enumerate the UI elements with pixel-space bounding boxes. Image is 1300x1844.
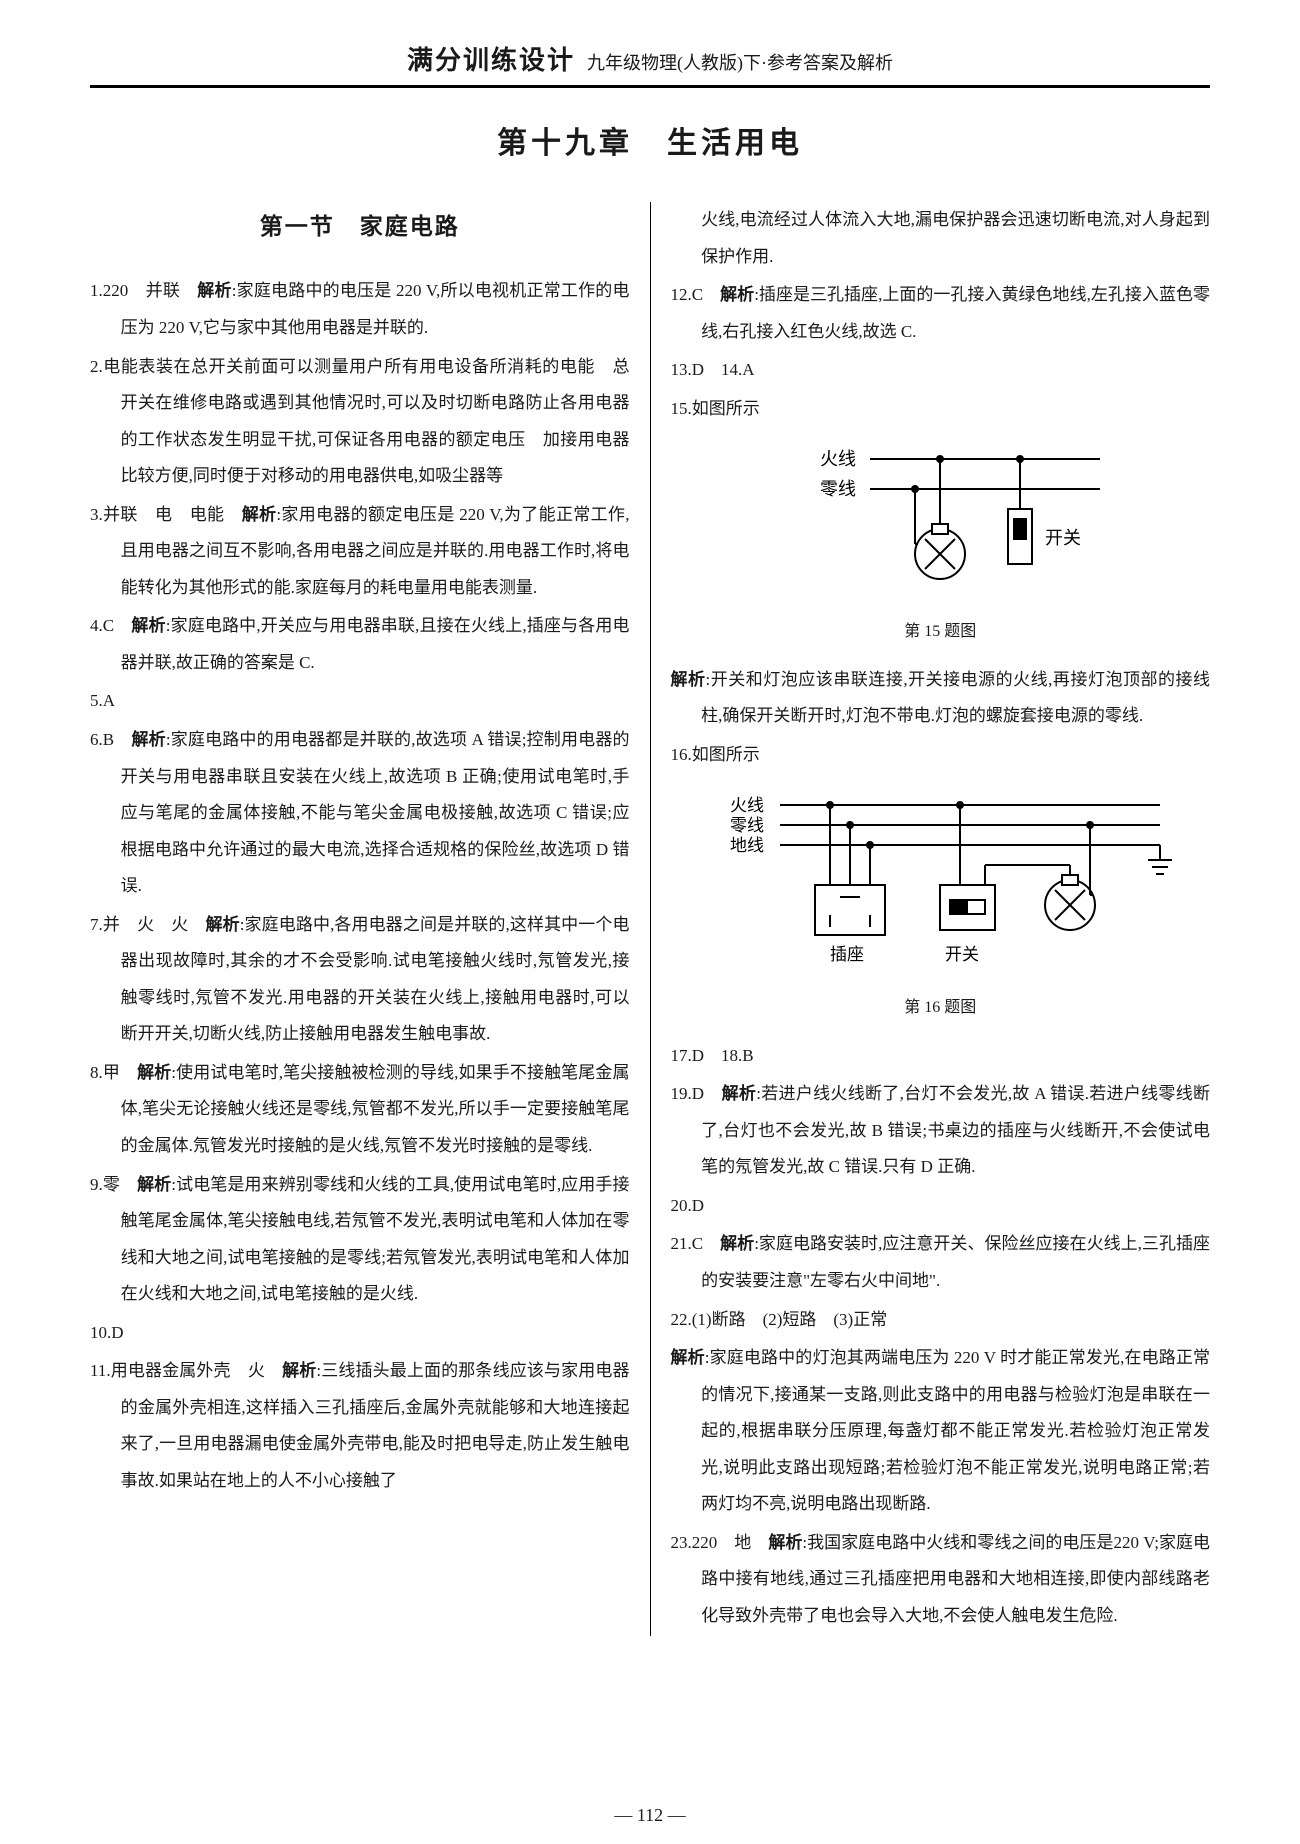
fig16-earth-label: 地线: [730, 836, 764, 855]
answer-entry: 15.如图所示: [671, 391, 1211, 428]
answer-entry: 9.零 解析:试电笔是用来辨别零线和火线的工具,使用试电笔时,应用手接触笔尾金属…: [90, 1167, 630, 1313]
answer-entry: 16.如图所示: [671, 737, 1211, 774]
figure-15-caption: 第 15 题图: [671, 615, 1211, 649]
answer-entry: 3.并联 电 电能 解析:家用电器的额定电压是 220 V,为了能正常工作,且用…: [90, 497, 630, 607]
figure-15: 火线 零线 开关 第 15 题图: [671, 439, 1211, 649]
figure-16-caption: 第 16 题图: [671, 991, 1211, 1025]
answer-entry: 13.D 14.A: [671, 352, 1211, 389]
fig16-fire-label: 火线: [730, 796, 764, 815]
fig15-neutral-label: 零线: [820, 479, 856, 499]
answer-entry: 23.220 地 解析:我国家庭电路中火线和零线之间的电压是220 V;家庭电路…: [671, 1525, 1211, 1635]
answer-entry: 11.用电器金属外壳 火 解析:三线插头最上面的那条线应该与家用电器的金属外壳相…: [90, 1353, 630, 1499]
chapter-title: 第十九章 生活用电: [90, 118, 1210, 162]
answer-entry: 12.C 解析:插座是三孔插座,上面的一孔接入黄绿色地线,左孔接入蓝色零线,右孔…: [671, 277, 1211, 350]
left-body: 1.220 并联 解析:家庭电路中的电压是 220 V,所以电视机正常工作的电压…: [90, 273, 630, 1499]
left-column: 第一节 家庭电路 1.220 并联 解析:家庭电路中的电压是 220 V,所以电…: [90, 202, 651, 1636]
fig15-switch-label: 开关: [1045, 528, 1081, 548]
answer-entry: 22.(1)断路 (2)短路 (3)正常: [671, 1302, 1211, 1339]
figure-16: 火线 零线 地线 插座 开关 第 16 题图: [671, 785, 1211, 1025]
answer-entry: 2.电能表装在总开关前面可以测量用户所有用电设备所消耗的电能 总开关在维修电路或…: [90, 349, 630, 495]
fig16-socket-label: 插座: [830, 945, 864, 964]
answer-entry: 10.D: [90, 1315, 630, 1352]
right-body-top: 火线,电流经过人体流入大地,漏电保护器会迅速切断电流,对人身起到保护作用.12.…: [671, 202, 1211, 427]
answer-entry: 4.C 解析:家庭电路中,开关应与用电器串联,且接在火线上,插座与各用电器并联,…: [90, 608, 630, 681]
answer-entry: 6.B 解析:家庭电路中的用电器都是并联的,故选项 A 错误;控制用电器的开关与…: [90, 722, 630, 905]
answer-entry: 火线,电流经过人体流入大地,漏电保护器会迅速切断电流,对人身起到保护作用.: [671, 202, 1211, 275]
right-body-mid: 解析:开关和灯泡应该串联连接,开关接电源的火线,再接灯泡顶部的接线柱,确保开关断…: [671, 662, 1211, 774]
figure-15-svg: 火线 零线 开关: [671, 439, 1211, 609]
page-header: 满分训练设计 九年级物理(人教版)下·参考答案及解析: [90, 40, 1210, 88]
right-column: 火线,电流经过人体流入大地,漏电保护器会迅速切断电流,对人身起到保护作用.12.…: [651, 202, 1211, 1636]
answer-entry: 21.C 解析:家庭电路安装时,应注意开关、保险丝应接在火线上,三孔插座的安装要…: [671, 1226, 1211, 1299]
page-number: — 112 —: [0, 1805, 1300, 1826]
two-column-layout: 第一节 家庭电路 1.220 并联 解析:家庭电路中的电压是 220 V,所以电…: [90, 202, 1210, 1636]
figure-16-svg: 火线 零线 地线 插座 开关: [671, 785, 1211, 985]
answer-entry: 5.A: [90, 683, 630, 720]
fig15-fire-label: 火线: [820, 449, 856, 469]
answer-entry: 解析:家庭电路中的灯泡其两端电压为 220 V 时才能正常发光,在电路正常的情况…: [671, 1340, 1211, 1523]
fig16-switch-label: 开关: [945, 945, 979, 964]
right-body-bottom: 17.D 18.B19.D 解析:若进户线火线断了,台灯不会发光,故 A 错误.…: [671, 1038, 1211, 1635]
header-title: 满分训练设计: [407, 46, 575, 75]
answer-entry: 解析:开关和灯泡应该串联连接,开关接电源的火线,再接灯泡顶部的接线柱,确保开关断…: [671, 662, 1211, 735]
answer-entry: 1.220 并联 解析:家庭电路中的电压是 220 V,所以电视机正常工作的电压…: [90, 273, 630, 346]
header-subtitle: 九年级物理(人教版)下·参考答案及解析: [587, 53, 893, 73]
answer-entry: 17.D 18.B: [671, 1038, 1211, 1075]
fig16-neutral-label: 零线: [730, 816, 764, 835]
section-title: 第一节 家庭电路: [90, 202, 630, 251]
answer-entry: 7.并 火 火 解析:家庭电路中,各用电器之间是并联的,这样其中一个电器出现故障…: [90, 907, 630, 1053]
answer-entry: 8.甲 解析:使用试电笔时,笔尖接触被检测的导线,如果手不接触笔尾金属体,笔尖无…: [90, 1055, 630, 1165]
answer-entry: 19.D 解析:若进户线火线断了,台灯不会发光,故 A 错误.若进户线零线断了,…: [671, 1076, 1211, 1186]
answer-entry: 20.D: [671, 1188, 1211, 1225]
